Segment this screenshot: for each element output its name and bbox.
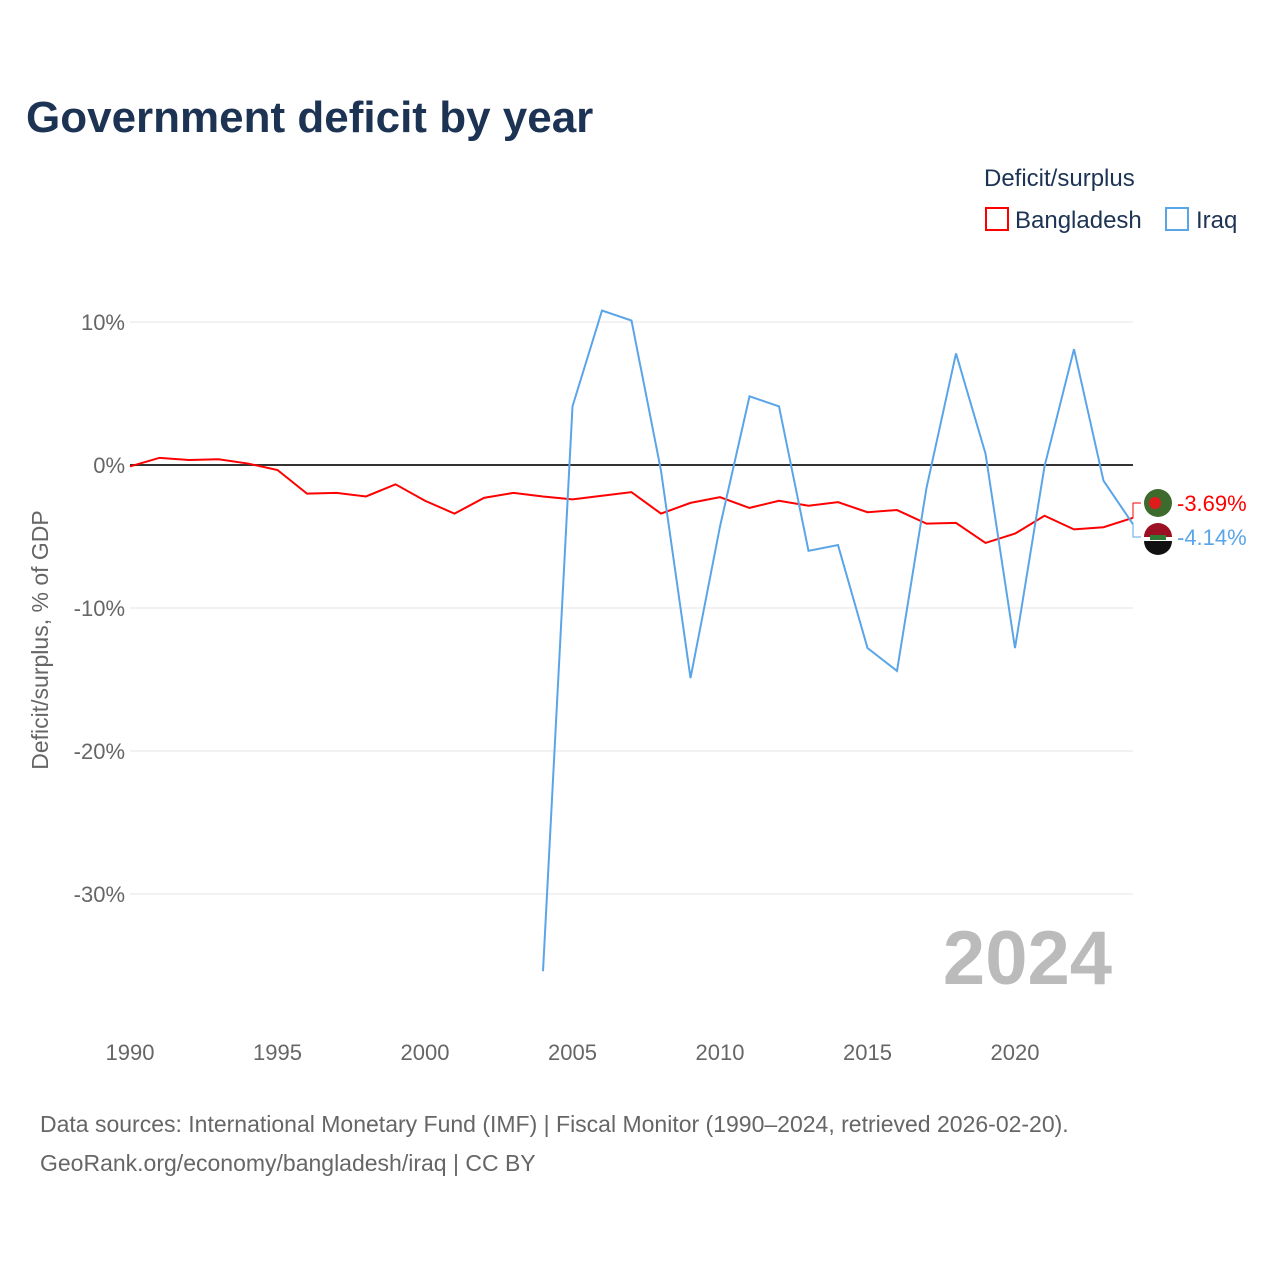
x-tick-label: 2005 <box>548 1040 597 1065</box>
x-tick-label: 2015 <box>843 1040 892 1065</box>
x-tick-label: 2020 <box>991 1040 1040 1065</box>
y-tick-label: -20% <box>74 739 125 764</box>
x-tick-label: 2010 <box>696 1040 745 1065</box>
legend-item-bangladesh[interactable]: Bangladesh <box>985 207 1142 234</box>
end-value-label-iraq: -4.14% <box>1177 525 1247 550</box>
flag-icon-bangladesh <box>1144 489 1172 517</box>
series-line-bangladesh[interactable] <box>129 456 1134 545</box>
y-tick-label: -30% <box>74 882 125 907</box>
flag-icon-iraq <box>1144 523 1172 555</box>
source-line-2: GeoRank.org/economy/bangladesh/iraq | CC… <box>40 1150 536 1176</box>
legend-item-iraq[interactable]: Iraq <box>1165 207 1237 234</box>
legend-label-bangladesh: Bangladesh <box>1015 207 1142 234</box>
end-connector <box>1132 502 1141 518</box>
x-tick-label: 1990 <box>106 1040 155 1065</box>
series-line-iraq[interactable] <box>542 309 1134 972</box>
y-tick-label: 10% <box>81 310 125 335</box>
source-line-1: Data sources: International Monetary Fun… <box>40 1111 1069 1137</box>
legend-title: Deficit/surplus <box>984 165 1135 192</box>
end-connector <box>1132 524 1141 538</box>
end-value-label-bangladesh: -3.69% <box>1177 491 1247 516</box>
y-tick-label: 0% <box>93 453 125 478</box>
x-tick-label: 2000 <box>401 1040 450 1065</box>
year-watermark: 2024 <box>943 916 1112 1001</box>
y-tick-label: -10% <box>74 596 125 621</box>
legend-swatch-bangladesh <box>985 207 1009 231</box>
chart-title: Government deficit by year <box>26 93 593 142</box>
legend-swatch-iraq <box>1165 207 1189 231</box>
y-axis-label: Deficit/surplus, % of GDP <box>27 510 53 769</box>
x-tick-label: 1995 <box>253 1040 302 1065</box>
legend-label-iraq: Iraq <box>1196 207 1237 234</box>
